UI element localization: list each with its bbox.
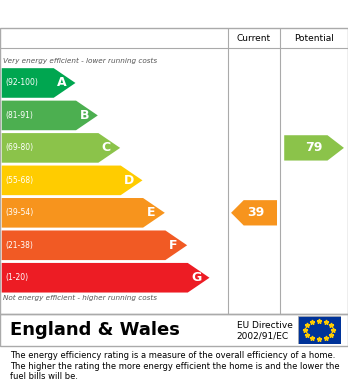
Text: (1-20): (1-20)	[5, 273, 28, 282]
Polygon shape	[284, 135, 344, 161]
Polygon shape	[2, 230, 187, 260]
Text: 79: 79	[306, 142, 323, 154]
Text: Not energy efficient - higher running costs: Not energy efficient - higher running co…	[3, 295, 158, 301]
Text: Energy Efficiency Rating: Energy Efficiency Rating	[10, 5, 239, 23]
Text: 2002/91/EC: 2002/91/EC	[237, 332, 289, 341]
Text: Very energy efficient - lower running costs: Very energy efficient - lower running co…	[3, 58, 158, 64]
Text: E: E	[147, 206, 155, 219]
Polygon shape	[2, 198, 165, 228]
Polygon shape	[231, 200, 277, 226]
Text: England & Wales: England & Wales	[10, 321, 180, 339]
Text: The energy efficiency rating is a measure of the overall efficiency of a home. T: The energy efficiency rating is a measur…	[10, 352, 340, 381]
Polygon shape	[2, 165, 142, 195]
Text: C: C	[102, 142, 111, 154]
Text: G: G	[191, 271, 201, 284]
Text: (39-54): (39-54)	[5, 208, 33, 217]
Text: B: B	[80, 109, 89, 122]
Polygon shape	[2, 133, 120, 163]
Polygon shape	[2, 68, 76, 98]
Text: EU Directive: EU Directive	[237, 321, 293, 330]
Text: F: F	[169, 239, 177, 252]
Text: A: A	[57, 77, 67, 90]
Text: (21-38): (21-38)	[5, 241, 33, 250]
Polygon shape	[2, 100, 98, 130]
Polygon shape	[2, 263, 209, 292]
Text: D: D	[124, 174, 134, 187]
Text: (81-91): (81-91)	[5, 111, 33, 120]
Text: Potential: Potential	[294, 34, 334, 43]
Text: (69-80): (69-80)	[5, 143, 33, 152]
Text: (55-68): (55-68)	[5, 176, 33, 185]
Text: (92-100): (92-100)	[5, 79, 38, 88]
Text: 39: 39	[247, 206, 264, 219]
Text: Current: Current	[237, 34, 271, 43]
